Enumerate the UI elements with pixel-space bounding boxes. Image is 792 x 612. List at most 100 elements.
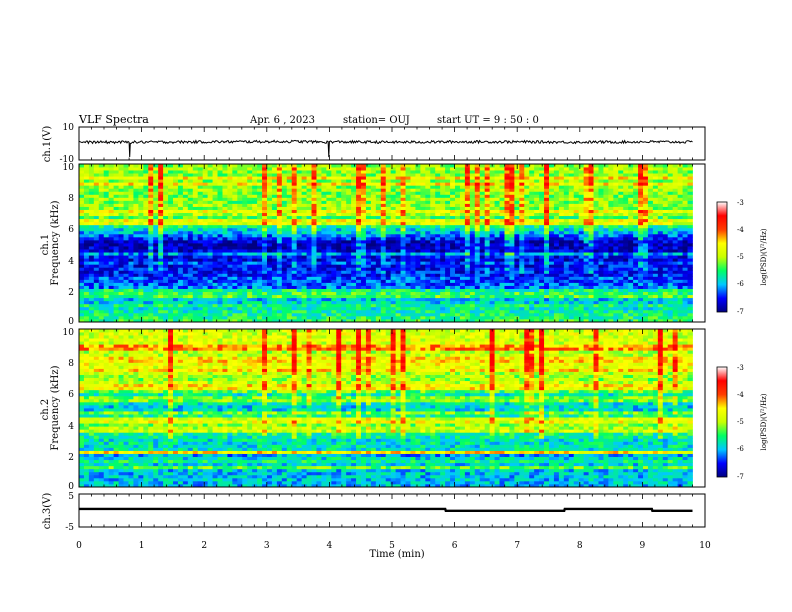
spectrogram-cell [321,215,327,220]
spectrogram-cell [440,264,446,268]
spectrogram-cell [108,300,115,305]
spectrogram-cell [123,200,129,204]
spectrogram-cell [79,176,85,180]
spectrogram-cell [257,249,263,253]
spectrogram-cell [276,176,283,180]
spectrogram-cell [143,188,149,192]
spectrogram-cell [356,270,362,274]
spectrogram-cell [514,194,520,198]
spectrogram-cell [361,258,367,262]
spectrogram-cell [281,188,288,192]
spectrogram-cell [163,218,169,223]
spectrogram-cell [182,279,189,283]
spectrogram-cell [83,173,90,177]
spectrogram-cell [425,227,431,232]
spectrogram-cell [380,285,387,289]
spectrogram-cell [103,170,110,174]
spectrogram-cell [524,294,530,299]
spectrogram-cell [148,167,154,171]
spectrogram-cell [118,236,124,241]
spectrogram-cell [544,203,550,207]
spectrogram-cell [524,173,530,177]
spectrogram-cell [173,270,179,274]
spectrogram-cell [291,188,298,192]
spectrogram-cell [410,236,416,241]
spectrogram-cell [133,203,139,207]
spectrogram-cell [257,179,263,183]
spectrogram-cell [79,182,85,186]
spectrogram-cell [143,182,149,186]
spectrogram-cell [271,173,278,177]
spectrogram-cell [98,203,105,207]
spectrogram-cell [192,249,199,253]
spectrogram-cell [93,309,100,314]
spectrogram-cell [504,270,510,274]
spectrogram-cell [227,297,233,302]
spectrogram-cell [192,273,199,277]
spectrogram-cell [168,233,174,238]
spectrogram-cell [519,249,525,253]
spectrogram-cell [163,215,169,220]
spectrogram-cell [509,224,515,229]
spectrogram-cell [296,273,303,277]
spectrogram-cell [242,224,248,229]
spectrogram-cell [321,188,327,192]
spectrogram-cell [237,218,243,223]
spectrogram-cell [321,185,327,189]
spectrogram-cell [79,291,85,296]
spectrogram-cell [534,258,540,262]
spectrogram-cell [450,194,456,198]
spectrogram-cell [301,206,307,210]
spectrogram-cell [435,261,441,265]
spectrogram-cell [365,273,372,277]
spectrogram-cell [276,215,283,220]
spectrogram-cell [242,170,248,174]
spectrogram-cell [247,206,253,210]
spectrogram-cell [79,170,85,174]
spectrogram-cell [341,236,347,241]
spectrogram-cell [108,206,115,210]
spectrogram-cell [479,170,486,174]
spectrogram-cell [479,239,486,244]
spectrogram-cell [380,236,387,241]
spectrogram-cell [395,249,401,253]
spectrogram-cell [464,179,471,183]
spectrogram-cell [534,288,540,293]
spectrogram-cell [514,218,520,223]
spectrogram-cell [445,249,451,253]
spectrogram-cell [202,209,209,214]
spectrogram-cell [509,279,515,283]
spectrogram-cell [529,276,535,280]
spectrogram-cell [509,261,515,265]
spectrogram-cell [430,273,436,277]
spectrogram-cell [435,224,441,229]
spectrogram-cell [79,218,85,223]
spectrogram-cell [148,264,154,268]
spectrogram-cell [271,285,278,289]
spectrogram-cell [400,312,406,317]
spectrogram-cell [410,264,416,268]
spectrogram-cell [247,312,253,317]
spectrogram-cell [499,306,505,311]
spectrogram-cell [435,230,441,235]
spectrogram-cell [212,315,218,320]
spectrogram-cell [346,176,352,180]
spectrogram-cell [356,291,362,296]
spectrogram-cell [257,291,263,296]
spectrogram-cell [361,221,367,226]
spectrogram-cell [356,285,362,289]
spectrogram-cell [380,194,387,198]
spectrogram-cell [262,309,268,314]
spectrogram-cell [400,279,406,283]
spectrogram-cell [138,185,144,189]
spectrogram-cell [479,182,486,186]
spectrogram-cell [232,179,238,183]
spectrogram-cell [469,300,476,305]
spectrogram-cell [158,267,164,271]
spectrogram-cell [262,270,268,274]
spectrogram-cell [222,215,228,220]
spectrogram-cell [425,258,431,262]
spectrogram-cell [257,279,263,283]
spectrogram-cell [88,249,95,253]
spectrogram-cell [242,182,248,186]
